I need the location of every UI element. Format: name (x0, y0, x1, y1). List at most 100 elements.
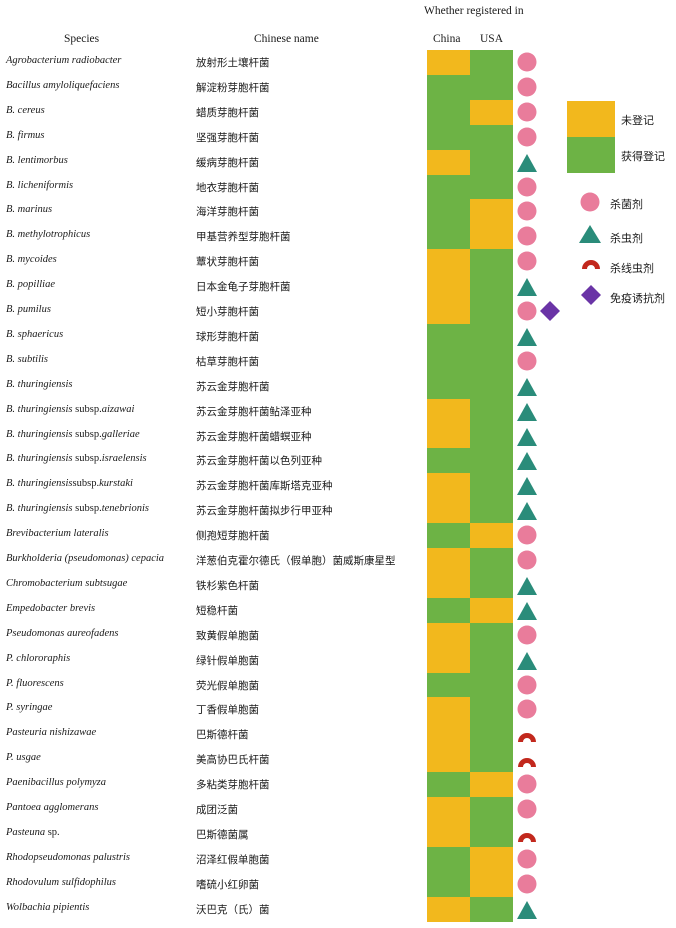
table-row: P. fluorescens 荧光假单胞菌 (0, 672, 676, 698)
china-status-cell (427, 149, 470, 175)
usa-status-cell (470, 747, 513, 773)
triangle-icon (517, 402, 537, 421)
species-name: B. thuringiensis subsp.israelensis (6, 453, 147, 465)
table-row: B. licheniformis 地衣芽胞杆菌 (0, 174, 676, 200)
table-row: B. thuringiensis subsp.galleriae 苏云金芽胞杆菌蜡… (0, 423, 676, 449)
usa-status-cell (470, 199, 513, 225)
species-name: P. usgae (6, 752, 41, 764)
triangle-icon (517, 452, 537, 471)
usa-status-cell (470, 99, 513, 125)
circle-icon (517, 177, 537, 196)
table-row: Burkholderia (pseudomonas) cepacia 洋葱伯克霍尔… (0, 548, 676, 573)
species-name: B. marinus (6, 204, 53, 216)
triangle-icon (517, 377, 537, 396)
china-status-cell (427, 523, 470, 549)
species-name: B. sphaericus (6, 328, 64, 340)
table-row: B. marinus 海洋芽胞杆菌 (0, 199, 676, 225)
chinese-name: 解淀粉芽胞杆菌 (196, 81, 270, 94)
circle-icon (517, 625, 537, 645)
circle-icon (517, 301, 537, 321)
usa-status-cell (470, 871, 513, 897)
species-name: P. syringae (6, 702, 53, 714)
species-name: Rhodovulum sulfidophilus (6, 876, 116, 888)
china-status-cell (427, 697, 470, 723)
legend-triangle-icon (579, 225, 601, 243)
china-status-cell (427, 373, 470, 399)
china-status-cell (427, 498, 470, 524)
usa-status-cell (470, 697, 513, 723)
table-row: Empedobacter brevis 短稳杆菌 (0, 597, 676, 623)
species-name: Agrobacterium radiobacter (6, 55, 122, 66)
table-row: Pasteuna sp. 巴斯德菌属 (0, 821, 676, 847)
chinese-name: 球形芽胞杆菌 (196, 330, 259, 343)
legend-arc-icon (582, 260, 600, 269)
table-row: B. cereus 蜡质芽胞杆菌 (0, 99, 676, 125)
chinese-name: 蜡质芽胞杆菌 (196, 106, 259, 119)
table-row: Pasteuria nishizawae 巴斯德杆菌 (0, 722, 676, 748)
table-row: P. syringae 丁香假单胞菌 (0, 697, 676, 723)
species-name: B. mycoides (6, 254, 57, 266)
legend-label-registered: 获得登记 (621, 150, 665, 163)
table-row: P. chlororaphis 绿针假单胞菌 (0, 647, 676, 673)
triangle-icon (517, 601, 537, 620)
species-name: B. lentimorbus (6, 154, 68, 166)
china-status-cell (427, 572, 470, 598)
chinese-name: 侧孢短芽胞杆菌 (196, 530, 270, 543)
table-row: Rhodovulum sulfidophilus 嗜硫小红卵菌 (0, 871, 676, 897)
usa-status-cell (470, 722, 513, 748)
table-row: Pseudomonas aureofadens 致黄假单胞菌 (0, 622, 676, 648)
triangle-icon (517, 651, 537, 670)
usa-status-cell (470, 74, 513, 100)
usa-status-cell (470, 124, 513, 150)
china-status-cell (427, 622, 470, 648)
chinese-name: 日本金龟子芽胞杆菌 (196, 281, 291, 294)
species-name: B. thuringiensis subsp.galleriae (6, 428, 140, 440)
usa-header: USA (480, 33, 504, 45)
arc-icon (518, 758, 536, 768)
circle-icon (517, 226, 537, 246)
usa-status-cell (470, 249, 513, 275)
species-name: B. cereus (6, 104, 45, 116)
circle-icon (517, 675, 537, 694)
species-name: Wolbachia pipientis (6, 901, 90, 913)
species-name: Rhodopseudomonas palustris (6, 851, 130, 863)
triangle-icon (517, 576, 537, 595)
table-row: P. usgae 美高协巴氏杆菌 (0, 747, 676, 773)
usa-status-cell (470, 647, 513, 673)
circle-icon (517, 251, 537, 271)
circle-icon (517, 525, 537, 545)
species-name: Chromobacterium subtsugae (6, 577, 128, 589)
arc-icon (518, 832, 536, 842)
china-status-cell (427, 797, 470, 822)
china-status-cell (427, 473, 470, 499)
table-row: B. pumilus 短小芽胞杆菌 (0, 299, 676, 324)
chinese-name: 多粘类芽胞杆菌 (196, 779, 270, 792)
circle-icon (517, 102, 537, 122)
circle-icon (517, 127, 537, 147)
usa-status-cell (470, 896, 513, 922)
chinese-name: 苏云金芽胞杆菌蜡螟亚种 (196, 430, 312, 443)
chinese-name: 坚强芽胞杆菌 (196, 131, 259, 144)
table-row: B. methylotrophicus 甲基营养型芽胞杆菌 (0, 224, 676, 250)
species-name: B. firmus (6, 129, 45, 141)
china-status-cell (427, 896, 470, 922)
species-header: Species (64, 33, 100, 45)
table-row: Brevibacterium lateralis 侧孢短芽胞杆菌 (0, 523, 676, 549)
circle-icon (517, 201, 537, 221)
china-status-cell (427, 299, 470, 324)
usa-status-cell (470, 373, 513, 399)
china-status-cell (427, 224, 470, 250)
chinese-name: 沼泽红假单胞菌 (196, 853, 270, 866)
circle-icon (517, 799, 537, 819)
triangle-icon (517, 502, 537, 521)
table-row: Bacillus amyloliquefaciens 解淀粉芽胞杆菌 (0, 74, 676, 100)
table-row: Wolbachia pipientis 沃巴克（氏）菌 (0, 896, 676, 922)
chinese-name: 成团泛菌 (196, 804, 238, 816)
table-row: Rhodopseudomonas palustris 沼泽红假单胞菌 (0, 846, 676, 872)
legend-label-nematicide: 杀线虫剂 (610, 262, 654, 275)
table-row: B. popilliae 日本金龟子芽胞杆菌 (0, 274, 676, 300)
table-row: B. thuringiensis subsp.tenebrionis 苏云金芽胞杆… (0, 498, 676, 524)
usa-status-cell (470, 448, 513, 474)
usa-status-cell (470, 797, 513, 822)
usa-status-cell (470, 548, 513, 573)
